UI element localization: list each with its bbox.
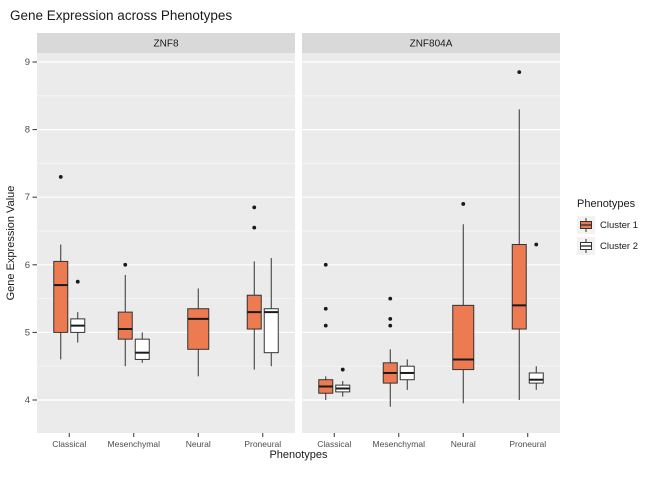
legend-title: Phenotypes [577, 198, 636, 210]
svg-text:7: 7 [25, 192, 30, 203]
svg-text:Classical: Classical [317, 439, 351, 449]
legend-label-cluster1: Cluster 1 [600, 219, 639, 231]
svg-text:4: 4 [25, 395, 30, 406]
y-axis-title: Gene Expression Value [5, 185, 17, 301]
svg-text:Mesenchymal: Mesenchymal [108, 439, 161, 449]
legend-label-cluster2: Cluster 2 [600, 240, 639, 252]
boxplot-glyph-icon [580, 239, 592, 253]
legend-item-cluster2: Cluster 2 [577, 237, 669, 255]
svg-text:Neural: Neural [186, 439, 211, 449]
legend: Phenotypes Cluster 1 Cluster 2 [577, 198, 669, 258]
svg-text:6: 6 [25, 260, 30, 271]
legend-item-cluster1: Cluster 1 [577, 216, 669, 234]
legend-key-cluster1 [577, 216, 595, 234]
svg-text:ZNF8: ZNF8 [154, 39, 179, 50]
svg-text:9: 9 [25, 57, 30, 68]
svg-text:Mesenchymal: Mesenchymal [373, 439, 426, 449]
svg-text:Classical: Classical [52, 439, 86, 449]
legend-key-cluster2 [577, 237, 595, 255]
boxplot-glyph-icon [580, 218, 592, 232]
svg-text:ZNF804A: ZNF804A [410, 39, 453, 50]
svg-text:8: 8 [25, 125, 30, 136]
svg-text:Proneural: Proneural [509, 439, 546, 449]
boxplot-chart: ZNF8 Classical Mesenchymal Neural Proneural Z… [25, 33, 560, 449]
chart-title: Gene Expression across Phenotypes [10, 8, 233, 23]
svg-text:5: 5 [25, 327, 30, 338]
svg-text:Proneural: Proneural [244, 439, 281, 449]
svg-text:Neural: Neural [451, 439, 476, 449]
x-axis-title: Phenotypes [269, 449, 328, 461]
